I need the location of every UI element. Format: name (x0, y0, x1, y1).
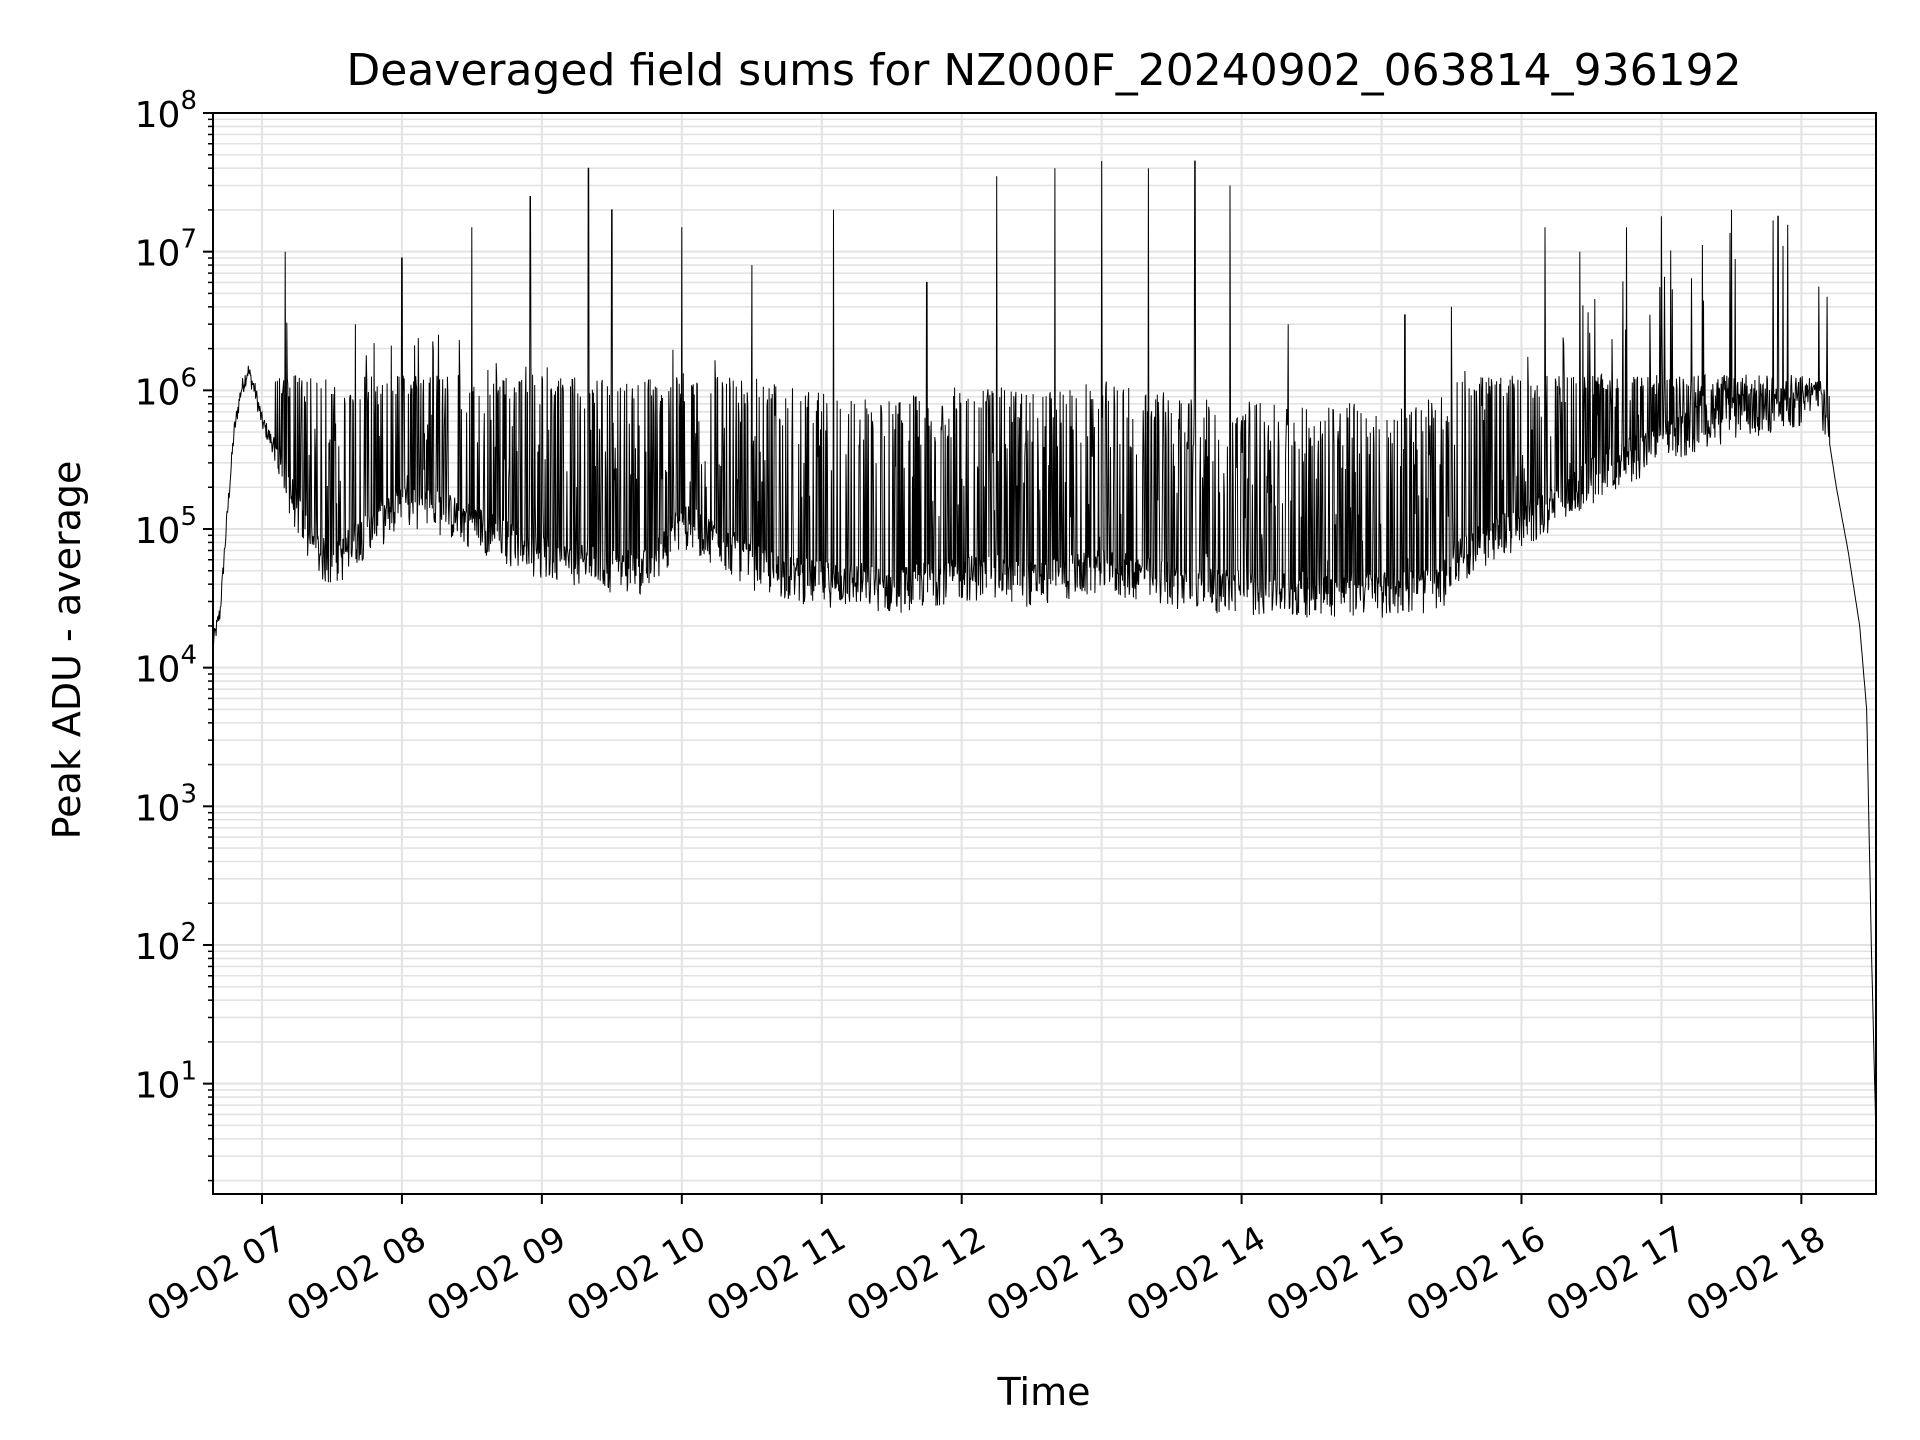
x-tick-label: 09-02 18 (1680, 1219, 1832, 1330)
x-tick-label: 09-02 17 (1540, 1219, 1692, 1330)
y-tick-exp: 6 (180, 363, 197, 393)
y-tick-exp: 5 (180, 502, 197, 532)
y-tick-label: 103 (135, 779, 197, 829)
x-tick-label: 09-02 16 (1400, 1219, 1552, 1330)
y-tick-exp: 2 (180, 918, 197, 948)
y-tick-label: 108 (135, 86, 197, 136)
y-tick-exp: 4 (180, 641, 197, 671)
x-tick-label: 09-02 14 (1120, 1219, 1272, 1330)
y-tick-exp: 3 (180, 779, 197, 809)
y-tick-base: 10 (135, 372, 181, 413)
x-tick-label: 09-02 13 (980, 1219, 1132, 1330)
y-tick-label: 104 (135, 641, 197, 691)
x-tick-label: 09-02 11 (700, 1219, 852, 1330)
x-tick-label: 09-02 15 (1260, 1219, 1412, 1330)
y-tick-base: 10 (135, 927, 181, 968)
y-axis-label: Peak ADU - average (45, 461, 89, 840)
y-tick-label: 106 (135, 363, 197, 413)
x-tick-label: 09-02 09 (420, 1219, 572, 1330)
x-tick-label: 09-02 10 (560, 1219, 712, 1330)
y-tick-base: 10 (135, 511, 181, 552)
y-tick-label: 102 (135, 918, 197, 968)
x-tick-label: 09-02 07 (140, 1219, 292, 1330)
y-tick-exp: 8 (180, 86, 197, 116)
grid (213, 112, 1876, 1194)
y-tick-base: 10 (135, 650, 181, 691)
y-tick-exp: 7 (180, 225, 197, 255)
y-tick-base: 10 (135, 1066, 181, 1107)
x-tick-label: 09-02 12 (840, 1219, 992, 1330)
x-axis-label: Time (997, 1370, 1091, 1414)
x-tick-label: 09-02 08 (280, 1219, 432, 1330)
y-tick-label: 101 (135, 1057, 197, 1107)
chart-title: Deaveraged field sums for NZ000F_2024090… (346, 45, 1741, 96)
series-line (212, 160, 1877, 1139)
y-tick-exp: 1 (180, 1057, 197, 1087)
y-tick-label: 107 (135, 225, 197, 275)
plot-frame (212, 112, 1877, 1195)
y-tick-base: 10 (135, 788, 181, 829)
y-tick-base: 10 (135, 95, 181, 136)
y-tick-label: 105 (135, 502, 197, 552)
y-tick-base: 10 (135, 234, 181, 275)
